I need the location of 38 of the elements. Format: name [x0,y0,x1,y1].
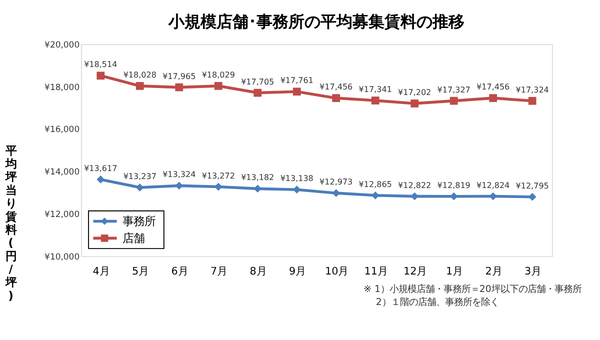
point [136,184,144,192]
legend-label: 事務所 [122,215,156,228]
y-tick-label: ¥16,000 [44,124,80,134]
x-tick-label: 3月 [524,265,542,278]
point [254,88,262,97]
chart-title: 小規模店舗･事務所の平均募集賃料の推移 [167,12,464,32]
x-tick-label: 11月 [364,265,388,278]
y-tick-label: ¥10,000 [44,251,80,262]
x-tick-label: 9月 [289,265,306,278]
point [136,82,144,90]
point [214,82,222,90]
x-tick-label: 2月 [485,265,502,278]
point [489,94,498,102]
text: ※ 1）小規模店舗・事務所＝20坪以下の店舗・事務所 [364,284,582,295]
point [175,83,184,92]
point [450,96,458,105]
point [292,88,301,96]
y-tick-label: ¥20,000 [44,39,80,50]
x-tick-label: 6月 [171,265,188,278]
point [332,94,340,102]
point [528,96,536,105]
text: 2）１階の店舗、事務所を除く [376,297,499,308]
x-tick-label: 8月 [250,265,266,278]
point [96,176,105,184]
x-tick-label: 4月 [92,265,110,278]
legend-label: 店舗 [122,232,144,245]
y-tick-label: ¥18,000 [44,82,80,92]
x-tick-label: 10月 [324,265,348,278]
x-tick-label: 5月 [132,265,149,278]
text: 平均坪当り賃料(円/坪) [5,144,16,302]
x-tick-label: 1月 [446,265,463,278]
point [96,72,105,80]
point [371,96,380,104]
x-tick-label: 7月 [210,265,228,278]
point [410,100,419,108]
y-tick-label: ¥12,000 [44,209,80,220]
y-tick-label: ¥14,000 [44,166,80,177]
x-tick-label: 12月 [403,265,427,278]
